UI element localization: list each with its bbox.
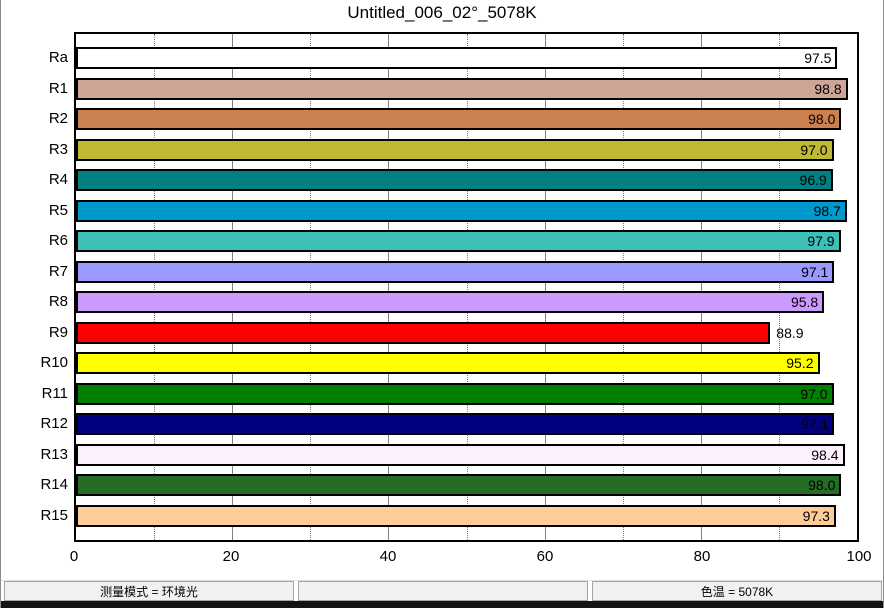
bar-row-r6: R6 97.9 — [49, 230, 857, 253]
bar-row-r15: R15 97.3 — [40, 504, 857, 527]
bar-r1: 98.8 — [76, 77, 848, 100]
category-label-ra: Ra — [48, 49, 68, 66]
bar-row-r11: R11 97.0 — [42, 382, 857, 405]
bottom-window-edge — [1, 601, 883, 608]
gridline-10 — [154, 34, 156, 540]
bar-row-r5: R5 98.7 — [49, 199, 857, 222]
x-axis: 0 20 40 60 80 100 — [1, 548, 883, 566]
value-label-r14: 98.0 — [808, 477, 836, 494]
bar-row-r7: R7 97.1 — [49, 260, 857, 283]
bar-r9 — [76, 321, 771, 344]
x-tick-label-100: 100 — [846, 548, 872, 565]
category-label-r2: R2 — [48, 110, 68, 128]
bar-row-r1: R1 98.8 — [49, 77, 857, 100]
bar-row-r2: R2 98.0 — [49, 108, 857, 131]
bar-r3: 97.0 — [76, 138, 834, 161]
bar-r8: 95.8 — [76, 291, 825, 314]
value-label-r1: 98.8 — [814, 80, 842, 97]
category-label-r12: R12 — [40, 415, 68, 433]
gridline-20 — [232, 34, 234, 540]
bar-r11: 97.0 — [76, 382, 834, 405]
category-label-r3: R3 — [48, 140, 68, 158]
value-label-r9: 88.9 — [776, 324, 804, 341]
gridline-80 — [700, 34, 702, 540]
chart-title: Untitled_006_02°_5078K — [347, 3, 537, 22]
bar-row-r13: R13 98.4 — [40, 443, 857, 466]
bar-r4: 96.9 — [76, 169, 833, 192]
category-label-r14: R14 — [40, 476, 68, 494]
status-bar: 测量模式 = 环境光 色温 = 5078K — [1, 580, 883, 601]
x-tick-label-60: 60 — [536, 548, 554, 565]
value-label-r11: 97.0 — [800, 385, 828, 402]
bar-row-r14: R14 98.0 — [40, 474, 857, 497]
category-label-r11: R11 — [41, 384, 68, 402]
value-label-ra: 97.5 — [804, 50, 832, 66]
gridline-40 — [388, 34, 390, 540]
category-label-r4: R4 — [48, 171, 68, 189]
bar-row-r8: R8 95.8 — [49, 291, 857, 314]
bar-r15: 97.3 — [76, 504, 836, 527]
status-segment-3: 色温 = 5078K — [592, 581, 882, 601]
value-label-r6: 97.9 — [807, 233, 835, 250]
status-segment-1: 测量模式 = 环境光 — [4, 581, 294, 601]
gridline-30 — [310, 34, 312, 540]
bar-r5: 98.7 — [76, 199, 847, 222]
x-tick-label-20: 20 — [222, 548, 240, 565]
value-label-r2: 98.0 — [808, 111, 836, 128]
bar-r6: 97.9 — [76, 230, 841, 253]
bar-row-ra: Ra 97.5 — [49, 47, 857, 69]
x-tick-label-80: 80 — [693, 548, 711, 565]
value-label-r4: 96.9 — [799, 172, 827, 189]
x-tick-label-40: 40 — [379, 548, 397, 565]
value-label-r15: 97.3 — [802, 507, 830, 524]
bar-r13: 98.4 — [76, 443, 845, 466]
category-label-r1: R1 — [48, 79, 68, 97]
bar-row-r9: R9 88.9 — [49, 321, 857, 344]
bar-row-r3: R3 97.0 — [49, 138, 857, 161]
bars-layer: Ra 97.5 R1 98.8 R2 98.0 R3 97.0 R4 96.9 R5 98.7 R6 97… — [40, 34, 857, 540]
category-label-r13: R13 — [40, 445, 68, 463]
category-label-r7: R7 — [48, 262, 68, 280]
value-label-r12: 97.1 — [801, 416, 829, 433]
gridline-60 — [544, 34, 546, 540]
bar-r2: 98.0 — [76, 108, 842, 131]
x-tick-label-0: 0 — [69, 548, 79, 565]
bar-r10: 95.2 — [76, 352, 820, 375]
category-label-r8: R8 — [48, 293, 68, 311]
value-label-r7: 97.1 — [801, 263, 829, 280]
value-label-r8: 95.8 — [790, 294, 819, 311]
plot-area: Ra 97.5 R1 98.8 R2 98.0 R3 97.0 R4 96.9 R5 98.7 R6 97… — [40, 32, 859, 542]
bar-r7: 97.1 — [76, 260, 835, 283]
category-label-r6: R6 — [48, 232, 68, 250]
bar-row-r12: R12 97.1 — [40, 413, 857, 436]
grid-layer — [76, 34, 857, 540]
value-label-r10: 95.2 — [786, 355, 814, 372]
gridline-50 — [466, 34, 468, 540]
gridline-90 — [778, 34, 780, 540]
category-label-r15: R15 — [40, 506, 68, 524]
bar-row-r4: R4 96.9 — [49, 169, 857, 192]
bar-row-r10: R10 95.2 — [40, 352, 857, 375]
value-label-r3: 97.0 — [800, 141, 828, 158]
gridline-70 — [622, 34, 624, 540]
category-label-r5: R5 — [48, 201, 68, 219]
bar-r12: 97.1 — [76, 413, 835, 436]
value-label-r5: 98.7 — [813, 202, 841, 219]
category-label-r10: R10 — [40, 354, 68, 372]
status-segment-2 — [298, 581, 588, 601]
bar-r14: 98.0 — [76, 474, 842, 497]
value-label-r13: 98.4 — [811, 446, 839, 463]
category-label-r9: R9 — [48, 323, 68, 341]
bar-ra: 97.5 — [76, 47, 838, 69]
